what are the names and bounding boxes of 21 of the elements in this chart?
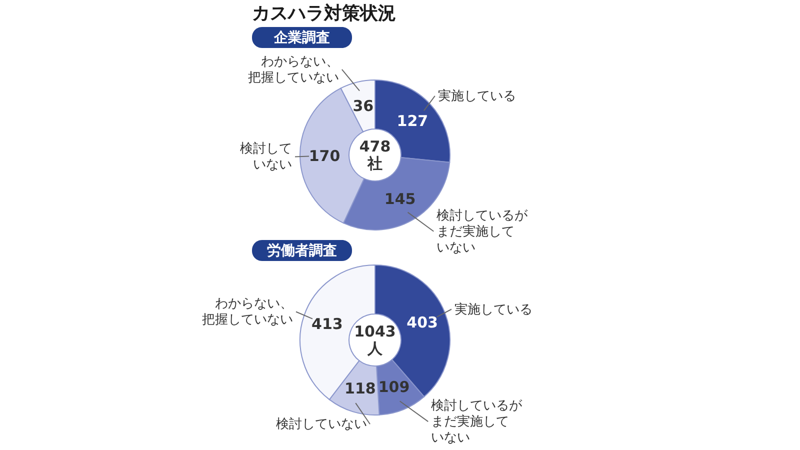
data-label: 109 <box>378 378 410 396</box>
slice-label: わからない、把握していない <box>248 54 339 86</box>
data-label: 118 <box>344 379 376 398</box>
data-label: 413 <box>312 314 343 333</box>
data-label: 36 <box>352 96 374 115</box>
slice-label: 検討していない <box>240 142 292 173</box>
data-label: 170 <box>308 146 340 165</box>
slice-label: 検討しているがまだ実施していない <box>431 398 524 446</box>
text: 478社 <box>359 138 391 172</box>
chart-subtitle: 労働者調査 <box>267 242 337 259</box>
slice-label: 検討していない <box>276 417 367 432</box>
data-label: 403 <box>406 313 438 332</box>
slice-label: 実施している <box>438 88 516 104</box>
data-label: 145 <box>384 190 416 208</box>
chart-title: カスハラ対策状況 <box>252 3 396 24</box>
data-label: 127 <box>396 112 428 130</box>
slice-label: 実施している <box>454 301 532 318</box>
chart-subtitle: 企業調査 <box>273 29 330 46</box>
slice-label: 検討しているがまだ実施していない <box>436 208 529 256</box>
slice-label: わからない、把握していない <box>202 296 294 328</box>
text: 1043人 <box>354 322 396 358</box>
